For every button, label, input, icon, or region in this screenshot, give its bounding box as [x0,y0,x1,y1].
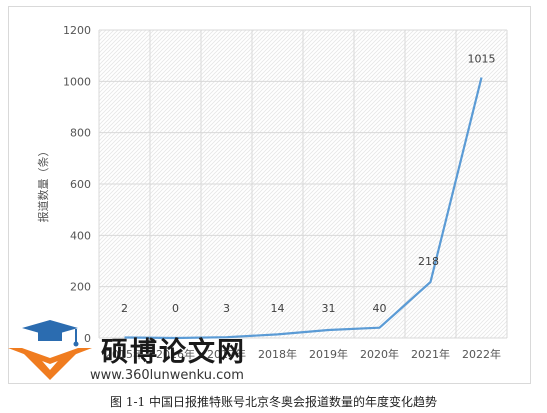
y-axis-ticks: 0 200 400 600 800 1000 1200 [63,24,91,345]
x-tick-label: 2017年 [207,347,246,361]
data-labels: 2 0 3 14 31 40 218 1015 [121,52,496,315]
y-axis-title: 报道数量（条） [36,146,50,223]
x-tick-label: 2019年 [309,347,348,361]
y-tick-label: 800 [70,127,91,140]
data-label: 40 [373,302,387,315]
data-label: 2 [121,302,128,315]
series-line [124,77,483,340]
data-label: 3 [223,302,230,315]
figure-caption: 图 1-1 中国日报推特账号北京冬奥会报道数量的年度变化趋势 [110,395,437,409]
x-tick-label: 2015年 [105,347,144,361]
graduation-cap-logo-icon [8,320,92,380]
data-label: 1015 [468,52,496,65]
y-tick-label: 0 [84,332,91,345]
x-tick-label: 2016年 [156,347,195,361]
x-tick-label: 2020年 [360,347,399,361]
y-tick-label: 600 [70,178,91,191]
watermark-url: www.360lunwenku.com [90,368,244,383]
x-tick-label: 2022年 [462,347,501,361]
y-tick-label: 400 [70,229,91,242]
watermark-title: 硕博论文网 [101,337,246,368]
data-label: 218 [418,255,439,268]
data-label: 31 [322,302,336,315]
data-label: 14 [271,302,285,315]
x-tick-label: 2018年 [258,347,297,361]
data-label: 0 [172,302,179,315]
y-tick-label: 1000 [63,75,91,88]
x-tick-label: 2021年 [411,347,450,361]
chart-frame: 0 200 400 600 800 1000 1200 2015年 2016年 2017年 201… [8,6,531,384]
y-tick-label: 200 [70,281,91,294]
y-tick-label: 1200 [63,24,91,37]
watermark: 硕博论文网 www.360lunwenku.com [6,318,276,388]
x-axis-ticks: 2015年 2016年 2017年 2018年 2019年 2020年 2021年 2022年 [105,347,501,361]
